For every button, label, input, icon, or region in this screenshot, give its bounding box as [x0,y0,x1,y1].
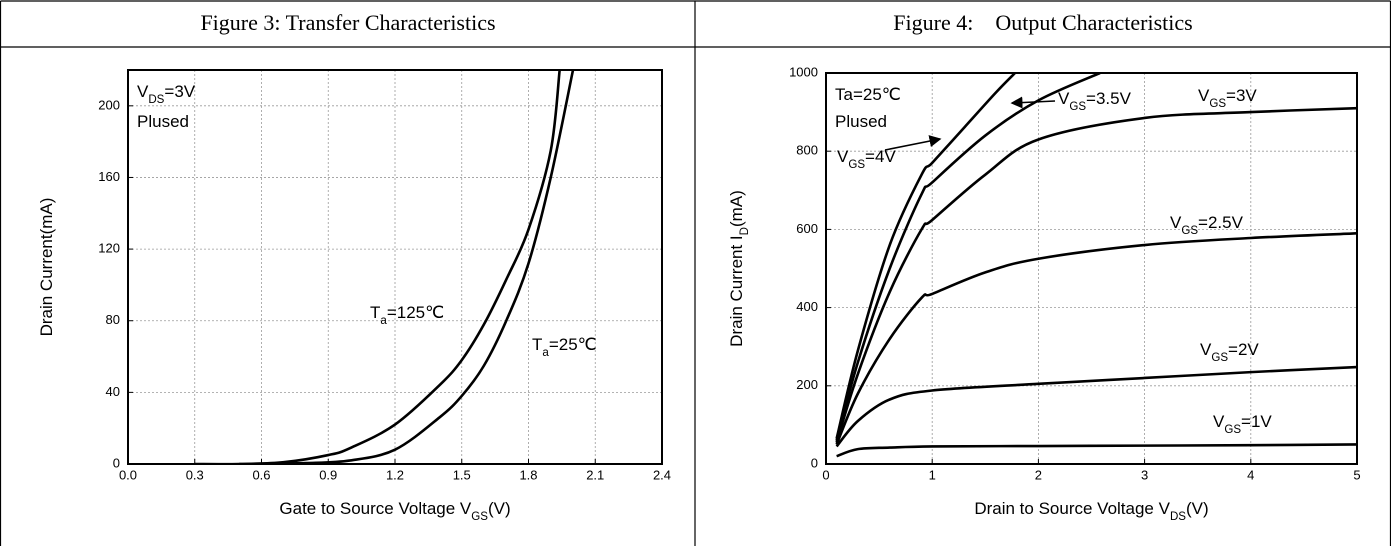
series-label-part: T [532,335,542,354]
x-tick-label: 1.2 [386,467,404,482]
y-axis-title-sub: D [739,227,751,235]
series-line [239,70,575,464]
y-tick-label: 800 [796,143,818,158]
figure-title: Figure 3: Transfer Characteristics [200,10,495,35]
x-axis-title: Drain to Source Voltage VDS(V) [974,499,1208,523]
x-tick-label: 0.6 [252,467,270,482]
y-tick-label: 80 [106,312,120,327]
y-axis-title: Drain Current(mA) [37,198,56,337]
series-line [835,73,1101,441]
series-line [835,73,1016,439]
x-tick-label: 2.1 [586,467,604,482]
series-label: Ta=125℃ [370,303,444,327]
x-tick-label: 0.3 [186,467,204,482]
x-tick-label: 0.0 [119,467,137,482]
series-label-part: =4V [865,147,896,166]
series-line [835,365,1357,448]
series-label-part: T [370,303,380,322]
y-tick-label: 1000 [789,64,818,79]
y-axis-title-part: (mA) [727,190,746,227]
annotation: Plused [137,112,189,131]
annotation: VDS=3V [137,82,196,106]
series-label-sub: GS [1224,424,1241,436]
x-tick-label: 3 [1141,467,1148,482]
series-label: VGS=1V [1213,412,1272,436]
y-tick-label: 400 [796,299,818,314]
series-label-sub: a [542,347,549,359]
x-tick-label: 1.5 [453,467,471,482]
y-axis-title: Drain Current ID(mA) [727,190,751,347]
annotation-part: =3V [164,82,195,101]
arrow [884,135,942,151]
series-label-sub: GS [848,159,865,171]
x-axis-title-part: (V) [488,499,511,518]
x-tick-label: 0 [822,467,829,482]
series-label: VGS=2.5V [1170,213,1244,237]
series-label: VGS=3V [1198,86,1257,110]
series-label-part: =3.5V [1086,89,1132,108]
x-tick-label: 1 [929,467,936,482]
series-label-part: =25℃ [549,335,597,354]
series-label-part: V [1170,213,1182,232]
y-tick-label: 40 [106,384,120,399]
x-axis-title-part: (V) [1186,499,1209,518]
series-label-sub: GS [1181,225,1198,237]
series-label-part: =2V [1228,340,1259,359]
x-tick-label: 4 [1247,467,1254,482]
series-line [835,232,1357,445]
series-line [835,106,1357,443]
plot-frame [127,69,663,465]
series-line [194,70,561,464]
y-tick-label: 0 [811,455,818,470]
y-tick-label: 160 [98,169,120,184]
series-label-part: =2.5V [1198,213,1244,232]
series-label-sub: a [380,315,387,327]
x-tick-label: 2.4 [653,467,671,482]
x-tick-label: 2 [1035,467,1042,482]
x-axis-title-part: Drain to Source Voltage V [974,499,1170,518]
y-tick-label: 120 [98,241,120,256]
figure-title: Figure 4: Output Characteristics [893,10,1192,35]
y-axis-title-part: Drain Current I [727,235,746,346]
series-label: VGS=4V [837,147,896,171]
x-axis-title: Gate to Source Voltage VGS(V) [279,499,510,523]
series-label-sub: GS [1211,352,1228,364]
series-label-sub: GS [1069,101,1086,113]
series-label-part: =1V [1241,412,1272,431]
series-label: Ta=25℃ [532,335,597,359]
annotation-part: V [137,82,149,101]
series-line [836,443,1357,458]
series-label-part: V [1213,412,1225,431]
annotation-sub: DS [148,94,164,106]
series-label-part: =3V [1226,86,1257,105]
series-label-part: =125℃ [387,303,444,322]
plot-frame [825,72,1358,465]
x-axis-title-sub: GS [471,511,488,523]
series-label: VGS=2V [1200,340,1259,364]
x-axis-title-sub: DS [1170,511,1186,523]
y-tick-label: 200 [98,97,120,112]
series-label-part: V [837,147,849,166]
x-tick-label: 1.8 [519,467,537,482]
x-tick-label: 5 [1353,467,1360,482]
y-tick-label: 200 [796,377,818,392]
y-tick-label: 0 [113,455,120,470]
series-label-part: V [1200,340,1212,359]
arrow [1010,96,1056,109]
x-axis-title-part: Gate to Source Voltage V [279,499,472,518]
series-label-part: V [1058,89,1070,108]
annotation: Ta=25℃ [835,85,901,104]
y-tick-label: 600 [796,221,818,236]
series-label: VGS=3.5V [1058,89,1132,113]
series-label-sub: GS [1209,98,1226,110]
series-label-part: V [1198,86,1210,105]
annotation: Plused [835,112,887,131]
x-tick-label: 0.9 [319,467,337,482]
